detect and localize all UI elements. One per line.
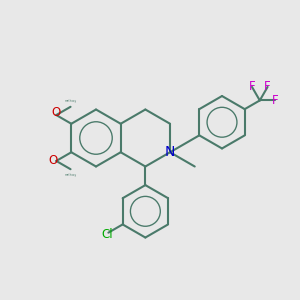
Text: N: N bbox=[165, 145, 175, 159]
Text: F: F bbox=[264, 80, 271, 93]
Text: methoxy: methoxy bbox=[64, 99, 76, 103]
Text: F: F bbox=[272, 94, 279, 107]
Text: F: F bbox=[249, 80, 255, 93]
Text: Cl: Cl bbox=[101, 228, 113, 241]
Text: O: O bbox=[49, 154, 58, 167]
Text: methoxy: methoxy bbox=[64, 173, 76, 177]
Text: O: O bbox=[52, 106, 61, 118]
